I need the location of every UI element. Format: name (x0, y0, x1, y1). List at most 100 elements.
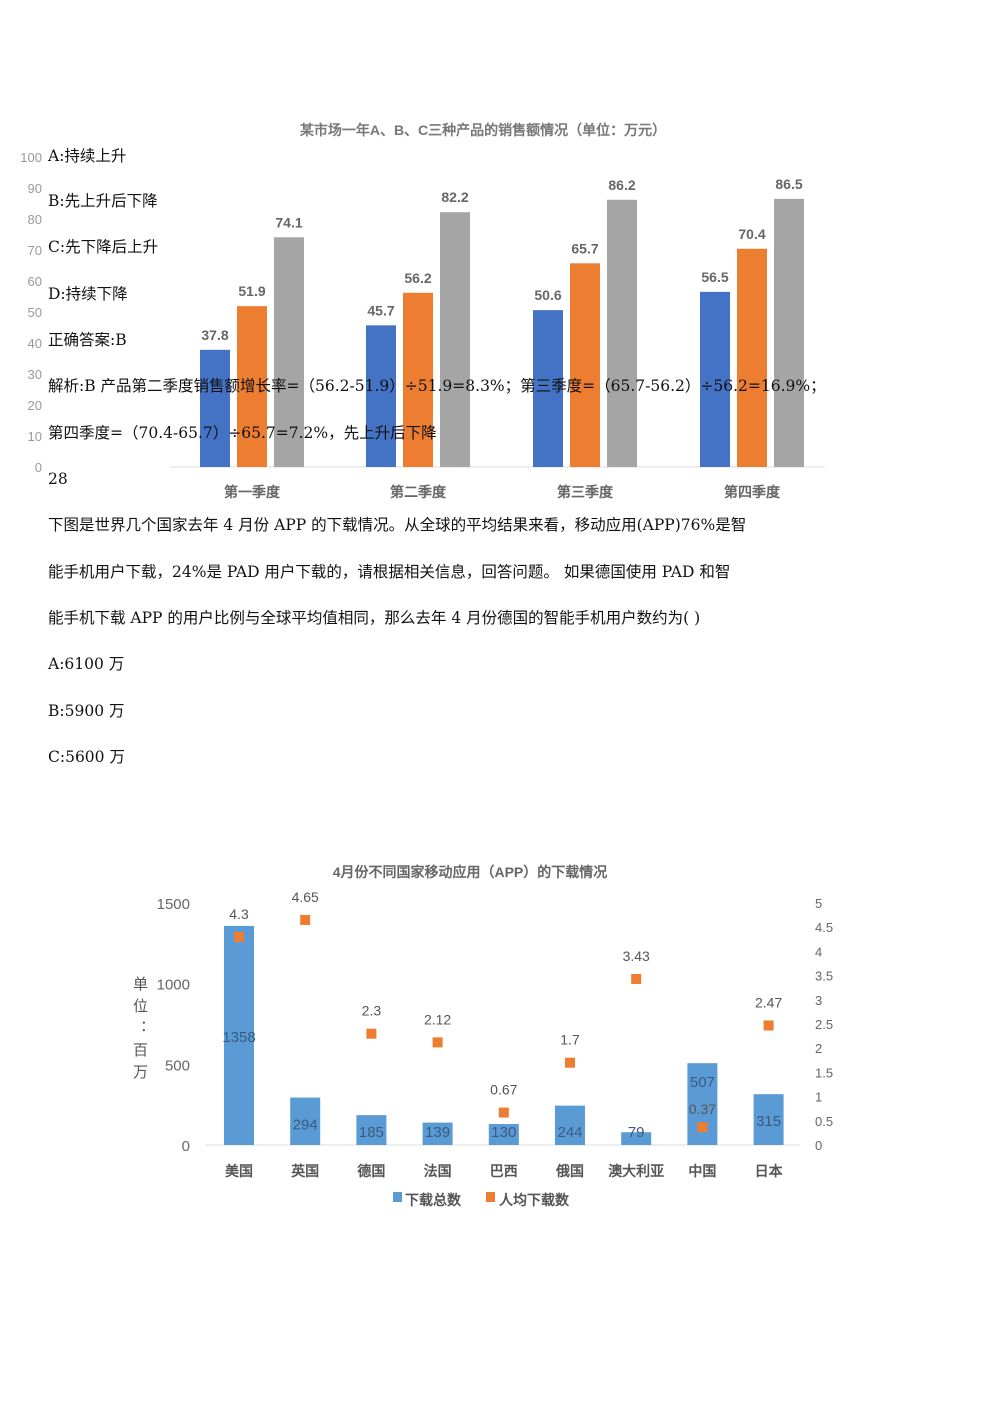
point (565, 1057, 575, 1068)
bar-data-label: 79 (628, 1124, 645, 1141)
y-tick-label: 100 (20, 150, 42, 165)
x-tick-label: 法国 (424, 1163, 452, 1179)
data-label: 86.2 (608, 177, 635, 193)
bar (555, 1105, 585, 1145)
data-label: 56.2 (404, 270, 431, 286)
bar (422, 1122, 453, 1145)
x-tick-label: 巴西 (490, 1163, 518, 1179)
bar-data-label: 507 (690, 1074, 715, 1091)
point (366, 1028, 377, 1039)
text-line: B:5900 万 (48, 702, 125, 720)
y-tick-label: 10 (28, 429, 42, 444)
text-line: 第四季度=（70.4-65.7）÷65.7=7.2%，先上升后下降 (48, 424, 437, 442)
data-label: 82.2 (441, 189, 468, 205)
y-tick-label: 1500 (157, 896, 190, 913)
x-tick-label: 美国 (225, 1163, 253, 1179)
sales-bar-chart: 某市场一年A、B、C三种产品的销售额情况（单位：万元） 0 10 20 30 40 50 60… (20, 122, 825, 500)
point (300, 914, 311, 925)
y2-tick-label: 2 (815, 1041, 822, 1056)
x-tick-label: 第一季度 (224, 484, 281, 500)
text-line: 解析:B 产品第二季度销售额增长率=（56.2-51.9）÷51.9=8.3%；… (48, 377, 826, 395)
point (498, 1107, 509, 1118)
bar-data-label: 1358 (222, 1029, 255, 1046)
bar (403, 292, 433, 467)
data-label: 70.4 (738, 226, 765, 242)
data-label: 65.7 (571, 240, 598, 256)
text-line: A:持续上升 (48, 147, 127, 165)
y2-tick-label: 4 (815, 944, 822, 959)
bar-data-label: 294 (293, 1117, 318, 1134)
x-tick-label: 德国 (357, 1163, 385, 1179)
bar (737, 248, 767, 467)
data-label: 56.5 (701, 269, 728, 285)
text-line: C:先下降后上升 (48, 238, 159, 256)
y2-tick-label: 2.5 (815, 1017, 833, 1032)
y2-tick-label: 4.5 (815, 920, 833, 935)
bar (274, 237, 304, 467)
y-tick-label: 70 (28, 243, 42, 258)
bar (200, 349, 230, 467)
bar (488, 1124, 519, 1145)
data-label: 45.7 (367, 302, 394, 318)
y-tick-label: 40 (28, 336, 42, 351)
point-data-label: 0.37 (689, 1101, 716, 1117)
y-tick-label: 80 (28, 212, 42, 227)
data-label: 50.6 (534, 287, 561, 303)
point (763, 1020, 774, 1031)
text-line: 28 (48, 470, 68, 488)
x-tick-label: 俄国 (555, 1163, 584, 1179)
text-line: 能手机用户下载，24%是 PAD 用户下载的，请根据相关信息，回答问题。 如果德… (48, 563, 731, 581)
bar-data-label: 315 (756, 1113, 781, 1130)
bar-data-label: 244 (557, 1124, 582, 1141)
bar (700, 291, 730, 467)
bar (774, 198, 804, 467)
bar-data-label: 130 (491, 1124, 516, 1141)
y2-tick-label: 0.5 (815, 1114, 833, 1129)
point (631, 973, 642, 984)
legend-swatch-bar (393, 1192, 402, 1202)
y-tick-label: 0 (182, 1138, 190, 1155)
data-label: 37.8 (201, 327, 228, 343)
x-tick-label: 英国 (290, 1163, 319, 1179)
x-tick-label: 第四季度 (724, 484, 781, 500)
point-data-label: 2.3 (362, 1003, 382, 1019)
point (697, 1122, 708, 1133)
point-data-label: 1.7 (560, 1032, 580, 1048)
y-tick-label: 60 (28, 274, 42, 289)
bar (621, 1132, 652, 1145)
legend-label: 人均下载数 (499, 1192, 570, 1208)
bar (366, 325, 396, 467)
bar (533, 310, 563, 467)
data-label: 86.5 (775, 176, 802, 192)
x-tick-label: 第二季度 (390, 484, 447, 500)
text-line: A:6100 万 (48, 655, 125, 673)
y-tick-label: 0 (35, 460, 42, 475)
bar (237, 306, 267, 467)
point (432, 1037, 443, 1048)
y2-tick-label: 1 (815, 1090, 822, 1105)
chart-title: 某市场一年A、B、C三种产品的销售额情况（单位：万元） (300, 122, 666, 138)
text-line: 正确答案:B (48, 331, 127, 349)
bar (224, 925, 254, 1145)
y-tick-label: 50 (28, 305, 42, 320)
point-data-label: 2.47 (755, 994, 782, 1010)
y-axis-label: 单位：百万 (131, 976, 148, 1086)
y-tick-label: 30 (28, 367, 42, 382)
bar (570, 263, 600, 467)
point-data-label: 3.43 (623, 948, 650, 964)
point (234, 931, 244, 942)
y2-tick-label: 3 (815, 993, 822, 1008)
y-tick-label: 20 (28, 398, 42, 413)
y2-tick-label: 3.5 (815, 969, 833, 984)
bar (440, 212, 470, 467)
y-tick-label: 500 (165, 1057, 190, 1074)
x-tick-label: 澳大利亚 (608, 1163, 664, 1179)
text-line: B:先上升后下降 (48, 192, 158, 210)
point-data-label: 0.67 (490, 1082, 517, 1098)
bar-data-label: 139 (425, 1124, 450, 1141)
y2-tick-label: 1.5 (815, 1065, 833, 1080)
chart-title: 4月份不同国家移动应用（APP）的下载情况 (333, 864, 608, 880)
bar (290, 1097, 321, 1145)
